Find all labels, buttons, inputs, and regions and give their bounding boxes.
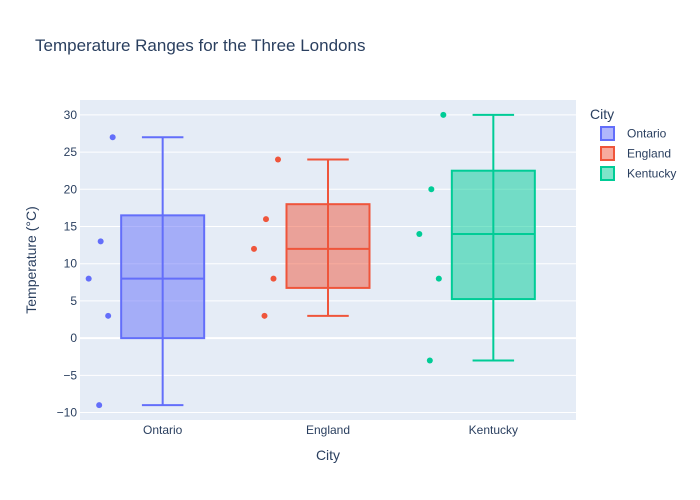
x-tick-label: Ontario (143, 423, 183, 437)
y-tick-label: 25 (64, 145, 78, 159)
box-england (251, 156, 371, 319)
x-tick-label: Kentucky (469, 423, 518, 437)
x-axis-title: City (316, 447, 340, 463)
y-tick-label: 0 (70, 331, 77, 345)
data-point (251, 245, 257, 252)
data-point (440, 111, 447, 118)
data-point (426, 357, 433, 364)
data-point (97, 238, 104, 245)
legend-label: England (627, 147, 671, 161)
data-point (96, 402, 103, 409)
x-tick-label: England (306, 423, 350, 437)
data-point (270, 275, 277, 282)
data-point (85, 275, 92, 282)
box-body (120, 214, 206, 340)
box-kentucky (416, 111, 536, 364)
data-point (275, 156, 281, 163)
legend-item-kentucky[interactable]: Kentucky (600, 166, 676, 181)
data-point (428, 186, 435, 193)
legend-item-england[interactable]: England (600, 146, 671, 161)
y-tick-label: −10 (57, 406, 78, 420)
legend: City Ontario England Kentucky (590, 106, 676, 181)
legend-label: Ontario (627, 127, 667, 141)
legend-swatch (600, 146, 615, 161)
data-point (435, 275, 442, 282)
data-point (105, 312, 112, 319)
data-point (261, 312, 268, 319)
legend-item-ontario[interactable]: Ontario (600, 126, 667, 141)
y-tick-label: 5 (70, 294, 77, 308)
y-tick-label: 30 (64, 108, 78, 122)
legend-label: Kentucky (627, 167, 676, 181)
legend-swatch (600, 126, 615, 141)
legend-swatch (600, 166, 615, 181)
legend-title: City (590, 106, 614, 122)
y-tick-label: 20 (64, 182, 78, 196)
y-tick-label: 15 (64, 220, 78, 234)
x-axis-ticks: Ontario England Kentucky (143, 423, 518, 437)
data-point (263, 216, 269, 223)
y-tick-label: 10 (64, 257, 78, 271)
box-ontario (85, 134, 206, 409)
data-point (416, 230, 423, 237)
box-body (285, 203, 371, 289)
y-axis-title: Temperature (°C) (23, 206, 39, 314)
y-axis-ticks: −10 −5 0 5 10 15 20 25 30 (57, 108, 78, 420)
data-point (109, 134, 116, 141)
boxes (85, 111, 536, 409)
chart-title: Temperature Ranges for the Three Londons (35, 36, 365, 55)
y-tick-label: −5 (63, 368, 77, 382)
